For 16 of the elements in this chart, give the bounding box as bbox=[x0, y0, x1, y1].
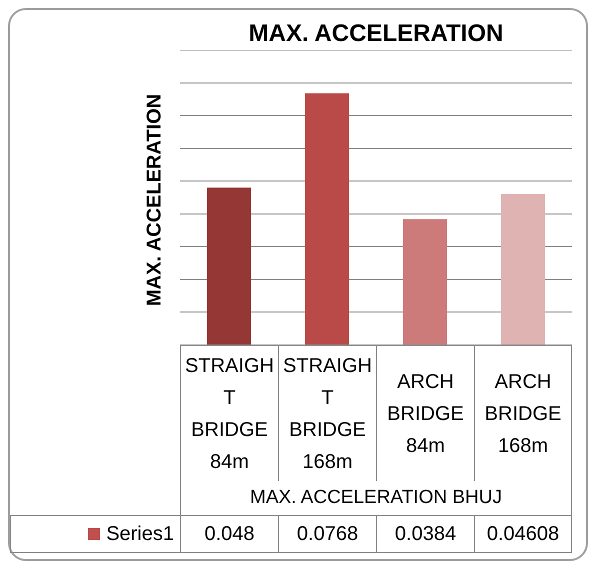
bar bbox=[402, 219, 448, 344]
x-tick-label: ARCH BRIDGE 168m bbox=[474, 346, 572, 481]
x-tick-label: STRAIGHT BRIDGE 84m bbox=[180, 346, 278, 481]
data-label: 0.04608 bbox=[474, 516, 572, 552]
x-tick-label: ARCH BRIDGE 84m bbox=[376, 346, 474, 481]
chart-title: MAX. ACCELERATION bbox=[248, 20, 504, 48]
bar bbox=[304, 93, 350, 344]
x-axis-title: MAX. ACCELERATION BHUJ bbox=[180, 480, 572, 515]
legend-label: Series1 bbox=[106, 522, 174, 546]
y-axis-title: MAX. ACCELERATION bbox=[144, 94, 166, 306]
data-label: 0.048 bbox=[180, 516, 278, 552]
bar bbox=[206, 188, 252, 344]
x-tick-label: STRAIGHT BRIDGE 168m bbox=[278, 346, 376, 481]
data-label: 0.0768 bbox=[278, 516, 376, 552]
data-label: 0.0384 bbox=[376, 516, 474, 552]
bar bbox=[500, 194, 546, 344]
